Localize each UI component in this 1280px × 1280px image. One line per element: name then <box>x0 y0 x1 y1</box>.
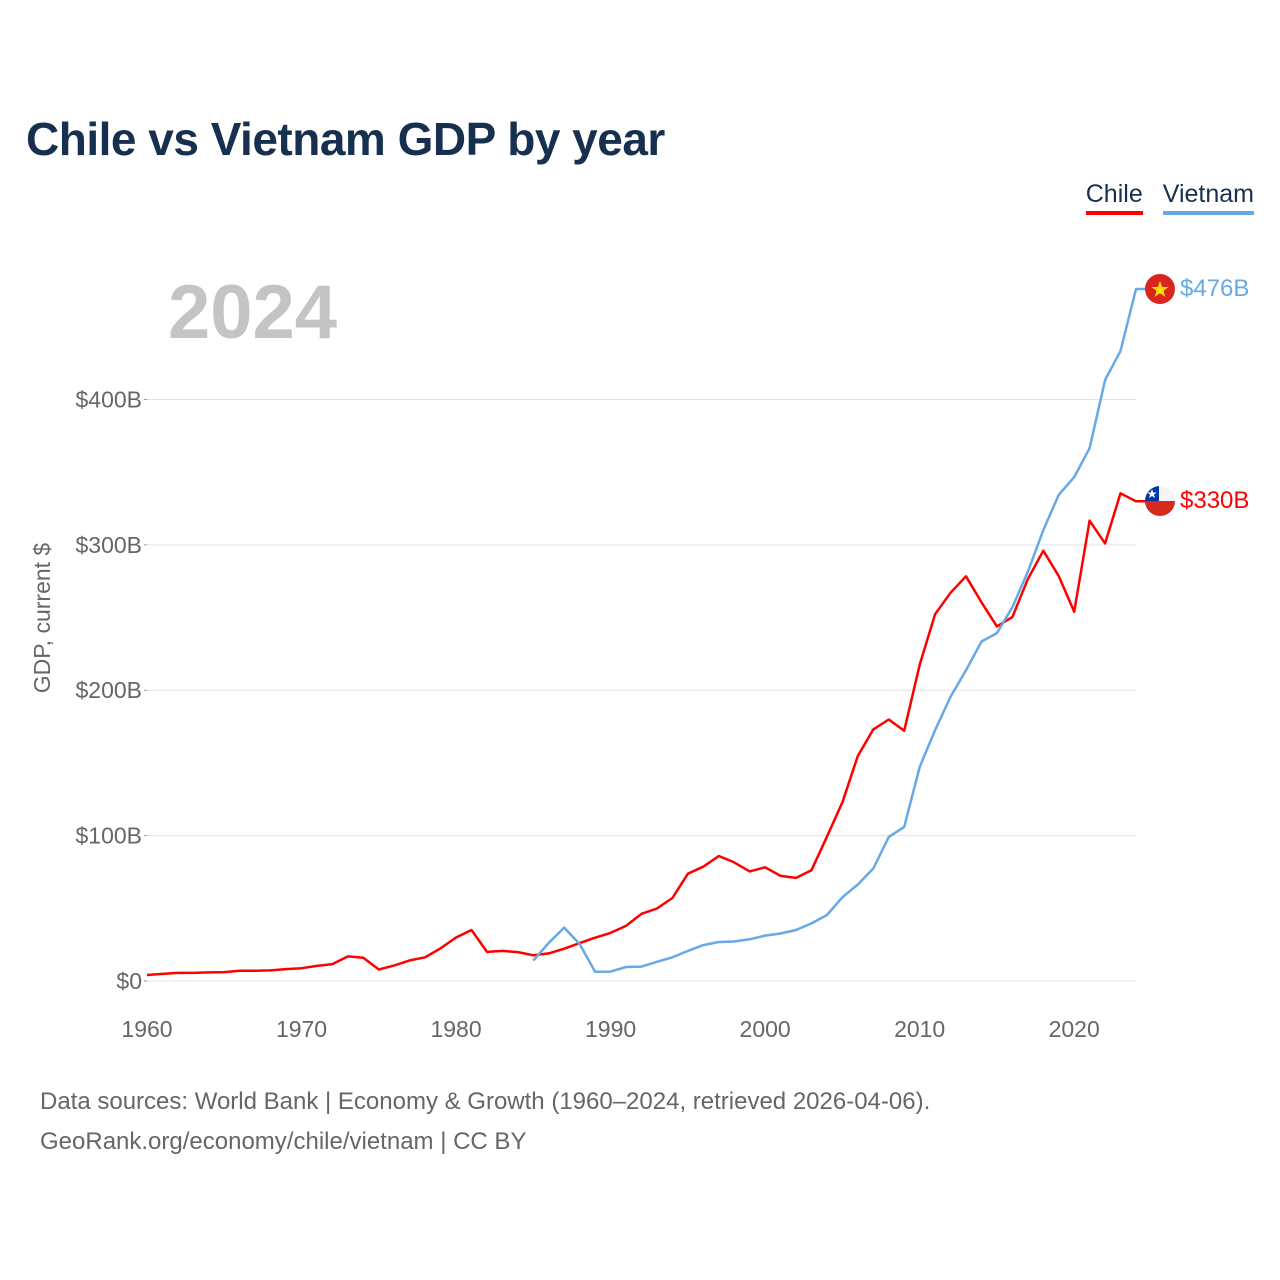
x-tick-label: 2000 <box>740 1016 791 1042</box>
vietnam-end-label: $476B <box>1180 275 1249 302</box>
x-tick-label: 1960 <box>121 1016 172 1042</box>
legend-item-vietnam[interactable]: Vietnam <box>1162 180 1254 215</box>
chart-title: Chile vs Vietnam GDP by year <box>26 113 665 165</box>
source-line-2[interactable]: GeoRank.org/economy/chile/vietnam | CC B… <box>40 1128 527 1155</box>
x-axis-ticks: 1960 1970 1980 1990 2000 2010 2020 <box>121 1016 1099 1042</box>
x-tick-label: 1980 <box>430 1016 481 1042</box>
x-tick-label: 1970 <box>276 1016 327 1042</box>
x-tick-label: 2010 <box>894 1016 945 1042</box>
chile-flag-icon <box>1145 486 1175 516</box>
gridlines <box>144 398 1136 982</box>
x-tick-label: 2020 <box>1049 1016 1100 1042</box>
chile-end-label: $330B <box>1180 487 1249 514</box>
y-tick-label: $400B <box>75 386 142 412</box>
y-tick-label: $100B <box>75 823 142 849</box>
y-tick-label: $0 <box>116 968 142 994</box>
y-tick-label: $300B <box>75 532 142 558</box>
x-tick-label: 1990 <box>585 1016 636 1042</box>
series-line-vietnam <box>532 287 1146 974</box>
y-axis-ticks: $0 $100B $200B $300B $400B <box>75 386 142 994</box>
source-note: Data sources: World Bank | Economy & Gro… <box>40 1082 930 1162</box>
y-axis-label: GDP, current $ <box>29 543 55 694</box>
source-line-1: Data sources: World Bank | Economy & Gro… <box>40 1088 931 1115</box>
vietnam-flag-icon <box>1145 274 1175 304</box>
line-chart: 2024 $0 $100B $200B $300B $400B 1960 1970 1980… <box>29 270 1249 1042</box>
legend-item-chile[interactable]: Chile <box>1085 180 1143 215</box>
series-lines <box>146 287 1146 977</box>
series-line-chile <box>146 492 1146 977</box>
year-watermark: 2024 <box>168 270 337 355</box>
legend: Chile Vietnam <box>1085 180 1254 215</box>
y-tick-label: $200B <box>75 677 142 703</box>
